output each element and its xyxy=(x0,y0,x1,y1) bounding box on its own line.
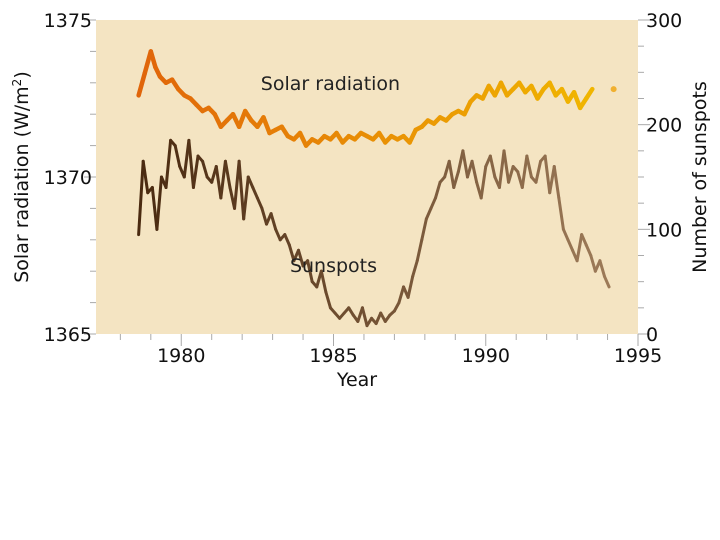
sunspots-segment xyxy=(520,154,529,189)
sunspots-segment xyxy=(497,149,506,189)
sunspots-segment xyxy=(470,159,479,184)
right-y-tick-label: 200 xyxy=(646,115,682,137)
sunspots-segment xyxy=(434,180,442,200)
sunspots-segment xyxy=(223,159,232,189)
sunspots-segment xyxy=(201,159,209,179)
sunspots-segment xyxy=(283,233,291,247)
sunspots-segment xyxy=(296,248,305,268)
x-tick-label: 1995 xyxy=(614,345,662,367)
sunspots-segment xyxy=(584,243,593,257)
sunspots-segment xyxy=(137,159,145,237)
sunspots-segment xyxy=(219,159,227,200)
sunspots-segment xyxy=(561,227,570,242)
sunspots-segment xyxy=(575,233,584,263)
right-y-tick-label: 100 xyxy=(646,219,682,241)
sunspots-segment xyxy=(260,206,269,226)
solar-radiation-isolated-point-series xyxy=(610,86,617,93)
solar-radiation-segment xyxy=(148,49,158,70)
solar-radiation-segment xyxy=(261,115,272,136)
sunspots-segment xyxy=(452,170,460,189)
left-y-tick-label: 1365 xyxy=(44,324,92,346)
sunspots-segment xyxy=(251,185,259,200)
sunspots-series xyxy=(137,138,611,328)
solar-radiation-segment xyxy=(462,99,473,117)
sunspots-segment xyxy=(242,175,250,221)
sunspots-segment xyxy=(429,196,438,210)
sunspots-segment xyxy=(447,159,456,189)
left-y-tick-label: 1370 xyxy=(44,167,92,189)
sunspots-segment xyxy=(306,259,314,284)
sunspots-segment xyxy=(488,154,497,179)
solar-radiation-series xyxy=(136,49,595,148)
sunspots-segment xyxy=(269,212,278,231)
left-axis-title: Solar radiation (W/m2) xyxy=(10,71,33,283)
sunspots-segment xyxy=(534,159,543,184)
sunspots-segment xyxy=(507,165,515,184)
solar-sunspot-chart: Solar radiation (W/m2) Number of sunspot… xyxy=(10,10,711,391)
sunspots-segment xyxy=(287,243,296,263)
sunspots-annotation: Sunspots xyxy=(290,255,377,277)
sunspots-segment xyxy=(173,144,182,169)
sunspots-segment xyxy=(580,233,588,247)
right-axis-label: Number of sunspots xyxy=(689,81,711,273)
right-y-tick-label: 300 xyxy=(646,10,682,32)
right-y-tick-label: 0 xyxy=(646,324,658,346)
sunspots-segment xyxy=(420,217,428,242)
superscript-2: 2 xyxy=(10,79,24,87)
sunspots-segment xyxy=(415,238,424,263)
tick-marks xyxy=(84,19,650,346)
left-axis-label: Solar radiation (W/m2) xyxy=(10,71,33,283)
sunspots-segment xyxy=(502,149,511,184)
solar-radiation-isolated-point-point xyxy=(610,86,617,93)
x-tick-label: 1980 xyxy=(157,345,205,367)
solar-radiation-segment xyxy=(583,86,595,101)
solar-radiation-annotation: Solar radiation xyxy=(261,73,400,95)
sunspots-segment xyxy=(406,274,415,299)
sunspots-segment xyxy=(360,306,369,328)
sunspots-segment xyxy=(274,227,282,242)
sunspots-segment xyxy=(191,154,200,189)
sunspots-segment xyxy=(411,259,419,278)
left-y-tick-label: 1375 xyxy=(44,10,92,32)
sunspots-segment xyxy=(246,175,255,189)
sunspots-segment xyxy=(603,274,611,289)
solar-radiation-segment xyxy=(571,89,583,111)
chart: Solar radiation (W/m2) Number of sunspot… xyxy=(10,10,711,391)
sunspots-segment xyxy=(598,259,607,278)
sunspots-segment xyxy=(374,311,383,326)
sunspots-segment xyxy=(155,175,163,231)
x-axis-label: Year xyxy=(336,369,377,391)
sunspots-segment xyxy=(237,159,246,221)
sunspots-segment xyxy=(479,165,488,200)
sunspots-segment xyxy=(557,196,565,231)
sunspots-segment xyxy=(566,238,575,252)
sunspots-segment xyxy=(164,138,173,189)
sunspots-segment xyxy=(319,269,328,294)
sunspots-segment xyxy=(589,254,597,273)
sunspots-segment xyxy=(324,290,332,310)
x-tick-label: 1990 xyxy=(462,345,510,367)
sunspots-segment xyxy=(552,165,561,200)
solar-radiation-segment xyxy=(136,71,147,98)
sunspots-segment xyxy=(187,138,195,189)
sunspots-segment xyxy=(461,149,469,179)
series-layer xyxy=(136,49,617,328)
sunspots-segment xyxy=(255,196,264,210)
sunspots-segment xyxy=(392,301,401,313)
solar-radiation-segment xyxy=(236,108,248,130)
sunspots-segment xyxy=(141,159,150,195)
x-tick-label: 1985 xyxy=(309,345,357,367)
solar-radiation-segment xyxy=(407,127,418,145)
sunspots-segment xyxy=(525,154,533,179)
sunspots-segment xyxy=(397,285,406,305)
sunspots-segment xyxy=(424,206,433,221)
sunspots-segment xyxy=(543,154,552,195)
